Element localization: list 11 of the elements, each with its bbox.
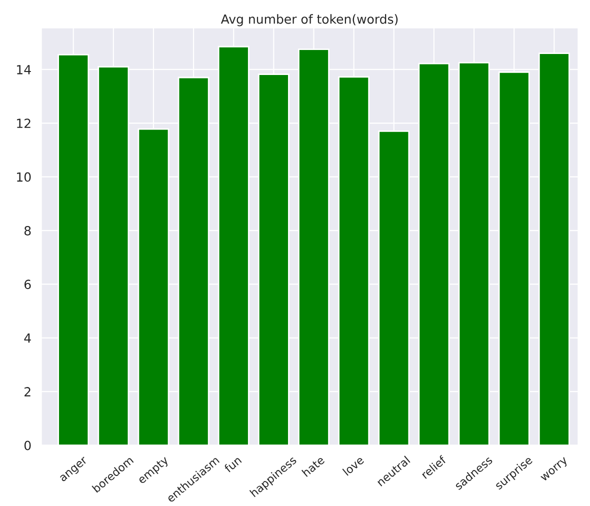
x-tick-label: fun (223, 456, 242, 473)
x-tick-label: love (342, 455, 364, 476)
y-tick-label: 8 (24, 226, 31, 236)
chart-title: Avg number of token(words) (220, 14, 398, 26)
y-tick-label: 12 (17, 118, 30, 128)
y-tick-label: 2 (24, 387, 30, 396)
y-tick-label: 0 (24, 440, 31, 450)
y-tick-label: 10 (17, 172, 31, 182)
y-tick-label: 14 (17, 65, 31, 74)
y-tick-label: 4 (24, 334, 31, 343)
y-tick-label: 6 (24, 280, 31, 290)
